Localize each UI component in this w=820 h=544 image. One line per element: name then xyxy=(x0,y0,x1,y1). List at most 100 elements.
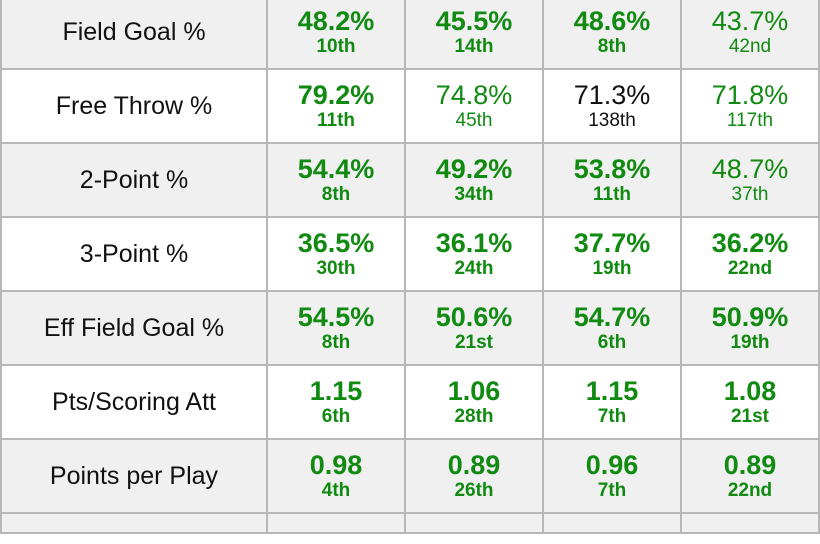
stat-label: Field Goal % xyxy=(0,0,268,70)
stat-rank: 7th xyxy=(597,405,627,427)
stat-value: 0.96 xyxy=(585,449,639,480)
stat-value: 1.08 xyxy=(723,375,777,406)
stat-value: 36.5% xyxy=(297,227,375,258)
stat-cell-empty xyxy=(542,512,682,534)
stat-value: 71.8% xyxy=(711,79,789,110)
stat-rank: 19th xyxy=(592,257,632,279)
stat-rank: 8th xyxy=(321,183,351,205)
stat-rank: 7th xyxy=(597,479,627,501)
stat-value: 79.2% xyxy=(297,79,375,110)
stat-rank: 37th xyxy=(731,183,769,205)
stat-cell: 54.4% 8th xyxy=(266,142,406,218)
stat-cell-empty xyxy=(266,512,406,534)
stat-rank: 14th xyxy=(454,35,494,57)
stat-cell: 36.2% 22nd xyxy=(680,216,820,292)
table-row: Pts/Scoring Att 1.15 6th 1.06 28th 1.15 7th 1.0… xyxy=(0,364,820,440)
stat-rank: 45th xyxy=(455,109,493,131)
stat-cell: 0.89 22nd xyxy=(680,438,820,514)
stat-cell: 74.8% 45th xyxy=(404,68,544,144)
stat-cell: 0.96 7th xyxy=(542,438,682,514)
stat-cell: 71.8% 117th xyxy=(680,68,820,144)
stat-cell: 1.15 6th xyxy=(266,364,406,440)
stat-cell: 36.5% 30th xyxy=(266,216,406,292)
stat-rank: 21st xyxy=(730,405,770,427)
stat-cell: 48.2% 10th xyxy=(266,0,406,70)
stat-cell: 45.5% 14th xyxy=(404,0,544,70)
stat-value: 54.5% xyxy=(297,301,375,332)
stat-cell: 48.6% 8th xyxy=(542,0,682,70)
stat-rank: 21st xyxy=(454,331,494,353)
stat-value: 50.9% xyxy=(711,301,789,332)
table-row-partial xyxy=(0,512,820,534)
stat-label: Free Throw % xyxy=(0,68,268,144)
stat-value: 48.2% xyxy=(297,5,375,36)
stat-value: 48.6% xyxy=(573,5,651,36)
stat-rank: 26th xyxy=(454,479,494,501)
table-row: Free Throw % 79.2% 11th 74.8% 45th 71.3% 138th… xyxy=(0,68,820,144)
stat-value: 49.2% xyxy=(435,153,513,184)
stat-cell: 53.8% 11th xyxy=(542,142,682,218)
stat-value: 1.06 xyxy=(447,375,501,406)
stat-cell: 71.3% 138th xyxy=(542,68,682,144)
stat-label: 3-Point % xyxy=(0,216,268,292)
stat-value: 71.3% xyxy=(573,79,651,110)
stat-cell: 54.5% 8th xyxy=(266,290,406,366)
stat-value: 37.7% xyxy=(573,227,651,258)
table-row: 3-Point % 36.5% 30th 36.1% 24th 37.7% 19th 36.2… xyxy=(0,216,820,292)
stat-rank: 34th xyxy=(454,183,494,205)
stat-rank: 10th xyxy=(316,35,356,57)
stat-value: 36.2% xyxy=(711,227,789,258)
stat-cell-empty xyxy=(0,512,268,534)
stat-rank: 138th xyxy=(588,109,636,131)
stat-cell-empty xyxy=(680,512,820,534)
stat-cell: 50.6% 21st xyxy=(404,290,544,366)
stat-cell: 1.08 21st xyxy=(680,364,820,440)
stat-value: 0.89 xyxy=(723,449,777,480)
stat-value: 0.89 xyxy=(447,449,501,480)
stat-cell: 36.1% 24th xyxy=(404,216,544,292)
stat-cell: 0.98 4th xyxy=(266,438,406,514)
stat-rank: 11th xyxy=(592,183,632,205)
stat-value: 54.4% xyxy=(297,153,375,184)
stat-label: Pts/Scoring Att xyxy=(0,364,268,440)
stat-value: 45.5% xyxy=(435,5,513,36)
stat-rank: 6th xyxy=(597,331,627,353)
stat-cell: 48.7% 37th xyxy=(680,142,820,218)
stat-value: 1.15 xyxy=(309,375,363,406)
stat-cell-empty xyxy=(404,512,544,534)
table-row: Points per Play 0.98 4th 0.89 26th 0.96 7th 0.8… xyxy=(0,438,820,514)
stat-rank: 4th xyxy=(321,479,351,501)
stat-value: 53.8% xyxy=(573,153,651,184)
stat-value: 1.15 xyxy=(585,375,639,406)
stat-label: 2-Point % xyxy=(0,142,268,218)
stat-cell: 1.15 7th xyxy=(542,364,682,440)
stat-rank: 42nd xyxy=(728,35,772,57)
stat-cell: 1.06 28th xyxy=(404,364,544,440)
table-row: Field Goal % 48.2% 10th 45.5% 14th 48.6% 8th 43… xyxy=(0,0,820,70)
stat-rank: 22nd xyxy=(727,479,773,501)
stat-cell: 54.7% 6th xyxy=(542,290,682,366)
stat-value: 43.7% xyxy=(711,5,789,36)
stat-rank: 28th xyxy=(454,405,494,427)
stat-cell: 43.7% 42nd xyxy=(680,0,820,70)
stat-label: Eff Field Goal % xyxy=(0,290,268,366)
stat-value: 0.98 xyxy=(309,449,363,480)
stat-value: 48.7% xyxy=(711,153,789,184)
table-row: 2-Point % 54.4% 8th 49.2% 34th 53.8% 11th 48.7%… xyxy=(0,142,820,218)
stat-rank: 30th xyxy=(316,257,356,279)
stat-rank: 6th xyxy=(321,405,351,427)
stat-rank: 8th xyxy=(597,35,627,57)
stat-label: Points per Play xyxy=(0,438,268,514)
stat-value: 54.7% xyxy=(573,301,651,332)
stat-rank: 117th xyxy=(726,109,774,131)
table-row: Eff Field Goal % 54.5% 8th 50.6% 21st 54.7% 6t… xyxy=(0,290,820,366)
stat-rank: 19th xyxy=(730,331,770,353)
stat-cell: 0.89 26th xyxy=(404,438,544,514)
stat-rank: 22nd xyxy=(727,257,773,279)
stat-value: 36.1% xyxy=(435,227,513,258)
stat-cell: 37.7% 19th xyxy=(542,216,682,292)
stat-value: 50.6% xyxy=(435,301,513,332)
stat-cell: 50.9% 19th xyxy=(680,290,820,366)
